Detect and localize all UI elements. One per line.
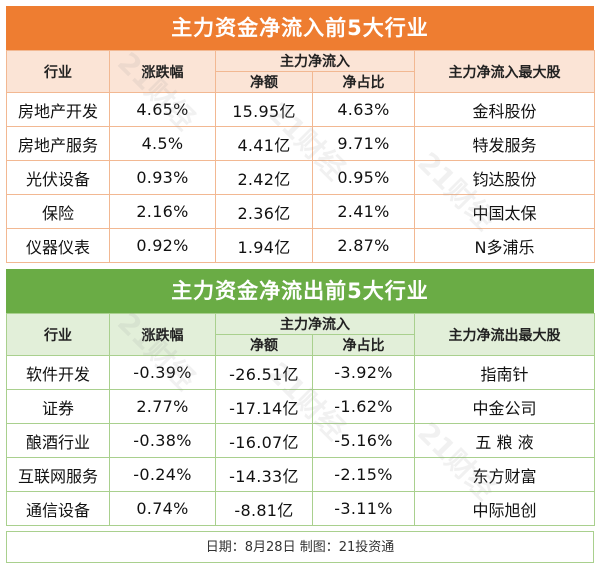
- industry-cell: 通信设备: [6, 491, 110, 526]
- ratio-cell: 9.71%: [312, 126, 415, 161]
- amount-cell: -14.33亿: [215, 457, 313, 492]
- amount-cell: -16.07亿: [215, 423, 313, 458]
- header-ratio: 净占比: [312, 71, 415, 93]
- stock-cell: 钧达股份: [414, 160, 595, 195]
- amount-cell: 2.36亿: [215, 194, 313, 229]
- stock-cell: 指南针: [414, 355, 595, 390]
- inflow-table: 行业 涨跌幅 主力净流入 主力净流入最大股 净额 净占比 房地产开发 4.65%…: [6, 50, 595, 263]
- change-cell: 0.93%: [109, 160, 216, 195]
- change-cell: 2.16%: [109, 194, 216, 229]
- ratio-cell: 4.63%: [312, 92, 415, 127]
- industry-cell: 房地产开发: [6, 92, 110, 127]
- outflow-rows: 软件开发 -0.39% -26.51亿 -3.92% 指南针 证券 2.77% …: [6, 355, 595, 526]
- stock-cell: N多浦乐: [414, 228, 595, 263]
- stock-cell: 金科股份: [414, 92, 595, 127]
- change-cell: -0.38%: [109, 423, 216, 458]
- header-change: 涨跌幅: [109, 50, 216, 93]
- change-cell: 0.74%: [109, 491, 216, 526]
- table-row: 互联网服务 -0.24% -14.33亿 -2.15% 东方财富: [6, 457, 595, 492]
- amount-cell: -17.14亿: [215, 389, 313, 424]
- amount-cell: -26.51亿: [215, 355, 313, 390]
- ratio-cell: 2.41%: [312, 194, 415, 229]
- industry-cell: 房地产服务: [6, 126, 110, 161]
- ratio-cell: -3.92%: [312, 355, 415, 390]
- industry-cell: 软件开发: [6, 355, 110, 390]
- header-top-stock: 主力净流出最大股: [414, 313, 595, 356]
- header-amount: 净额: [215, 334, 313, 356]
- inflow-section: 主力资金净流入前5大行业 行业 涨跌幅 主力净流入 主力净流入最大股 净额 净占…: [6, 6, 595, 263]
- header-ratio: 净占比: [312, 334, 415, 356]
- header-amount: 净额: [215, 71, 313, 93]
- header-net-inflow-group: 主力净流入: [215, 313, 415, 335]
- industry-cell: 酿酒行业: [6, 423, 110, 458]
- header-top-stock: 主力净流入最大股: [414, 50, 595, 93]
- ratio-cell: -2.15%: [312, 457, 415, 492]
- table-row: 房地产服务 4.5% 4.41亿 9.71% 特发服务: [6, 126, 595, 161]
- change-cell: -0.24%: [109, 457, 216, 492]
- stock-cell: 中金公司: [414, 389, 595, 424]
- table-row: 酿酒行业 -0.38% -16.07亿 -5.16% 五 粮 液: [6, 423, 595, 458]
- amount-cell: -8.81亿: [215, 491, 313, 526]
- table-row: 通信设备 0.74% -8.81亿 -3.11% 中际旭创: [6, 491, 595, 526]
- table-row: 房地产开发 4.65% 15.95亿 4.63% 金科股份: [6, 92, 595, 127]
- stock-cell: 特发服务: [414, 126, 595, 161]
- stock-cell: 五 粮 液: [414, 423, 595, 458]
- header-change: 涨跌幅: [109, 313, 216, 356]
- ratio-cell: 0.95%: [312, 160, 415, 195]
- amount-cell: 2.42亿: [215, 160, 313, 195]
- table-row: 软件开发 -0.39% -26.51亿 -3.92% 指南针: [6, 355, 595, 390]
- inflow-title: 主力资金净流入前5大行业: [6, 6, 594, 50]
- outflow-section: 主力资金净流出前5大行业 行业 涨跌幅 主力净流入 主力净流出最大股 净额 净占…: [6, 269, 595, 526]
- amount-cell: 15.95亿: [215, 92, 313, 127]
- stock-cell: 中际旭创: [414, 491, 595, 526]
- change-cell: 0.92%: [109, 228, 216, 263]
- industry-cell: 互联网服务: [6, 457, 110, 492]
- header-industry: 行业: [6, 50, 110, 93]
- table-row: 光伏设备 0.93% 2.42亿 0.95% 钧达股份: [6, 160, 595, 195]
- table-row: 仪器仪表 0.92% 1.94亿 2.87% N多浦乐: [6, 228, 595, 263]
- industry-cell: 证券: [6, 389, 110, 424]
- table-row: 保险 2.16% 2.36亿 2.41% 中国太保: [6, 194, 595, 229]
- change-cell: -0.39%: [109, 355, 216, 390]
- change-cell: 4.65%: [109, 92, 216, 127]
- change-cell: 4.5%: [109, 126, 216, 161]
- table-row: 证券 2.77% -17.14亿 -1.62% 中金公司: [6, 389, 595, 424]
- industry-cell: 保险: [6, 194, 110, 229]
- ratio-cell: -3.11%: [312, 491, 415, 526]
- amount-cell: 4.41亿: [215, 126, 313, 161]
- inflow-rows: 房地产开发 4.65% 15.95亿 4.63% 金科股份 房地产服务 4.5%…: [6, 92, 595, 263]
- industry-cell: 仪器仪表: [6, 228, 110, 263]
- stock-cell: 东方财富: [414, 457, 595, 492]
- header-net-inflow-group: 主力净流入: [215, 50, 415, 72]
- header-industry: 行业: [6, 313, 110, 356]
- ratio-cell: 2.87%: [312, 228, 415, 263]
- stock-cell: 中国太保: [414, 194, 595, 229]
- footer-caption: 日期：8月28日 制图：21投资通: [6, 531, 594, 563]
- outflow-title: 主力资金净流出前5大行业: [6, 269, 594, 313]
- amount-cell: 1.94亿: [215, 228, 313, 263]
- change-cell: 2.77%: [109, 389, 216, 424]
- outflow-table: 行业 涨跌幅 主力净流入 主力净流出最大股 净额 净占比 软件开发 -0.39%…: [6, 313, 595, 526]
- ratio-cell: -1.62%: [312, 389, 415, 424]
- industry-cell: 光伏设备: [6, 160, 110, 195]
- ratio-cell: -5.16%: [312, 423, 415, 458]
